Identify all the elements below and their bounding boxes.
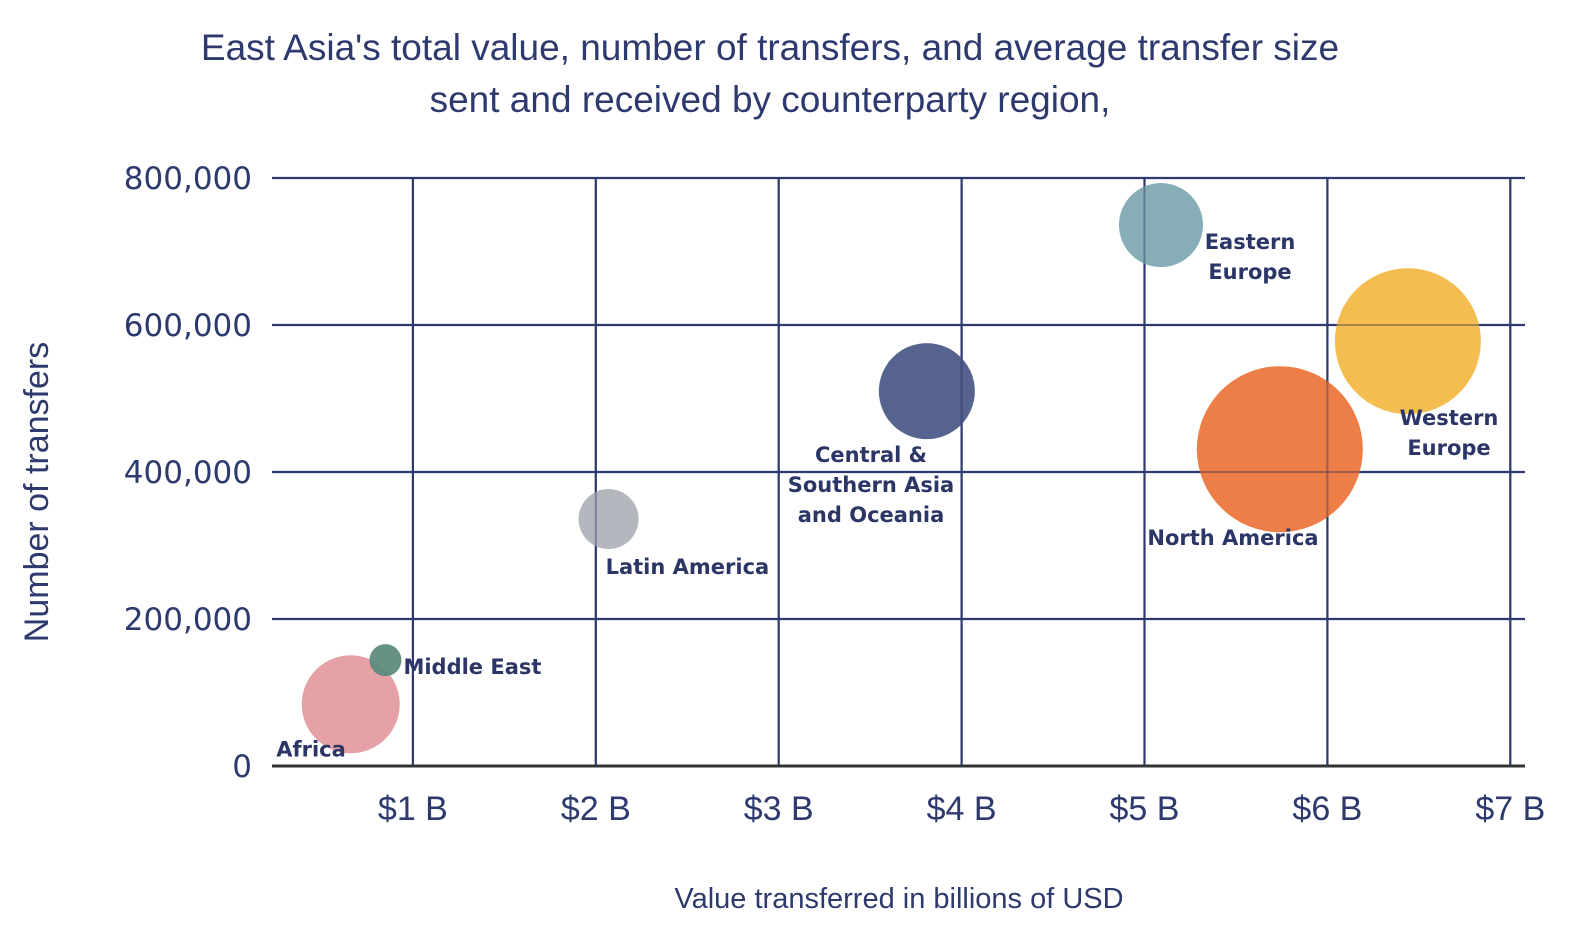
y-axis-label: Number of transfers — [18, 342, 56, 642]
x-tick-label: $4 B — [927, 790, 997, 828]
x-tick-label: $2 B — [561, 790, 631, 828]
y-tick-label: 600,000 — [124, 308, 252, 344]
x-tick-label: $5 B — [1110, 790, 1180, 828]
bubble-label: Africa — [276, 737, 346, 761]
y-tick-label: 0 — [232, 749, 252, 785]
grid-overlay — [272, 177, 1525, 766]
bubble-latin-america — [578, 489, 639, 550]
bubble-label-line: Europe — [1407, 436, 1490, 460]
bubble-label: North America — [1147, 526, 1318, 550]
y-tick-label: 400,000 — [124, 455, 252, 491]
x-axis-ticks: $1 B $2 B $3 B $4 B $5 B $6 B $7 B — [378, 790, 1545, 828]
bubble-africa — [301, 655, 400, 754]
bubble-label-line: Eastern — [1205, 230, 1296, 254]
bubble-label-line: Africa — [276, 737, 346, 761]
bubble-label-line: Europe — [1208, 260, 1291, 284]
bubble-label: Eastern Europe — [1205, 230, 1296, 284]
chart-title-line-2: sent and received by counterparty region… — [429, 79, 1111, 120]
bubble-label-line: Middle East — [403, 655, 541, 679]
bubble-north-america — [1196, 366, 1363, 533]
x-tick-label: $7 B — [1475, 790, 1545, 828]
bubble-label-line: and Oceania — [798, 503, 945, 527]
x-tick-label: $6 B — [1292, 790, 1362, 828]
bubble-label-line: Southern Asia — [788, 473, 954, 497]
grid — [272, 176, 1525, 768]
bubble-middle-east — [369, 644, 402, 677]
bubble-western-europe — [1334, 268, 1481, 415]
x-tick-label: $1 B — [378, 790, 448, 828]
bubble-label: Latin America — [606, 555, 770, 579]
x-axis-label: Value transferred in billions of USD — [674, 883, 1123, 915]
y-tick-label: 800,000 — [124, 161, 252, 197]
bubble-label: Central & Southern Asia and Oceania — [788, 443, 954, 527]
bubble-central-southern-asia-and-oceania — [878, 343, 975, 440]
bubbles — [301, 183, 1481, 754]
bubble-label: Middle East — [403, 655, 541, 679]
y-tick-label: 200,000 — [124, 602, 252, 638]
y-axis-ticks: 0 200,000 400,000 600,000 800,000 — [124, 161, 252, 785]
bubble-label-line: North America — [1147, 526, 1318, 550]
bubble-eastern-europe — [1118, 183, 1203, 268]
bubble-label-line: Latin America — [606, 555, 770, 579]
x-tick-label: $3 B — [744, 790, 814, 828]
bubble-label-line: Western — [1400, 406, 1499, 430]
bubble-label-line: Central & — [815, 443, 927, 467]
chart-title: East Asia's total value, number of trans… — [0, 22, 1540, 126]
chart-title-line-1: East Asia's total value, number of trans… — [200, 27, 1340, 68]
bubble-labels: Africa Middle East Latin America Central & S… — [276, 230, 1498, 761]
bubble-label: Western Europe — [1400, 406, 1499, 460]
